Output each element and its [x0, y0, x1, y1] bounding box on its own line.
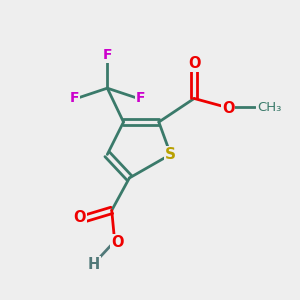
Text: O: O: [222, 101, 234, 116]
Text: O: O: [73, 210, 86, 225]
Text: O: O: [188, 56, 200, 71]
Text: F: F: [136, 92, 145, 106]
Text: F: F: [69, 92, 79, 106]
Text: H: H: [88, 257, 100, 272]
Text: CH₃: CH₃: [257, 101, 281, 114]
Text: O: O: [111, 235, 124, 250]
Text: F: F: [103, 48, 112, 62]
Text: S: S: [165, 147, 176, 162]
